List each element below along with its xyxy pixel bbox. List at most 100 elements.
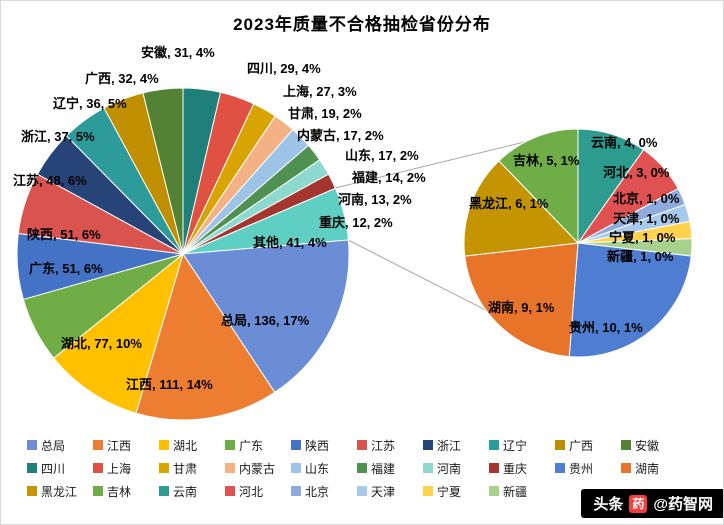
legend-swatch bbox=[423, 463, 433, 473]
legend-item-广西: 广西 bbox=[555, 438, 621, 453]
legend-item-云南: 云南 bbox=[159, 484, 225, 499]
legend-label: 广东 bbox=[239, 438, 264, 453]
pie-slice-黑龙江 bbox=[463, 160, 580, 257]
legend-swatch bbox=[291, 440, 301, 450]
legend-swatch bbox=[93, 440, 103, 450]
legend-swatch bbox=[489, 463, 499, 473]
chart-legend: 总局 江西 湖北 广东 陕西 江苏 浙江 辽宁 广西 安徽四川 上海 甘肃 内蒙古 山东 福建 河南 重庆 贵州 湖… bbox=[27, 438, 687, 499]
legend-item-重庆: 重庆 bbox=[489, 461, 555, 476]
legend-item-江西: 江西 bbox=[93, 438, 159, 453]
watermark-prefix: 头条 bbox=[593, 496, 624, 513]
legend-swatch bbox=[423, 440, 433, 450]
legend-item-江苏: 江苏 bbox=[357, 438, 423, 453]
legend-item-福建: 福建 bbox=[357, 461, 423, 476]
legend-item-上海: 上海 bbox=[93, 461, 159, 476]
legend-swatch bbox=[489, 486, 499, 496]
legend-swatch bbox=[225, 463, 235, 473]
legend-label: 宁夏 bbox=[437, 484, 462, 499]
legend-swatch bbox=[555, 463, 565, 473]
legend-label: 云南 bbox=[173, 484, 198, 499]
legend-item-陕西: 陕西 bbox=[291, 438, 357, 453]
legend-swatch bbox=[621, 463, 631, 473]
legend-swatch bbox=[159, 486, 169, 496]
legend-label: 陕西 bbox=[305, 438, 330, 453]
legend-label: 天津 bbox=[371, 484, 396, 499]
legend-swatch bbox=[225, 486, 235, 496]
yaozhiwang-logo-icon: 药 bbox=[629, 494, 648, 513]
legend-swatch bbox=[357, 463, 367, 473]
legend-label: 山东 bbox=[305, 461, 330, 476]
legend-item-安徽: 安徽 bbox=[621, 438, 687, 453]
legend-label: 北京 bbox=[305, 484, 330, 499]
pie-slice-湖北 bbox=[53, 252, 184, 414]
legend-item-黑龙江: 黑龙江 bbox=[27, 484, 93, 499]
chart-title: 2023年质量不合格抽检省份分布 bbox=[233, 15, 491, 34]
watermark: 头条 药 @药智网 bbox=[581, 489, 723, 518]
legend-label: 上海 bbox=[107, 461, 132, 476]
legend-swatch bbox=[159, 440, 169, 450]
legend-label: 江西 bbox=[107, 438, 132, 453]
legend-item-甘肃: 甘肃 bbox=[159, 461, 225, 476]
legend-label: 内蒙古 bbox=[239, 461, 276, 476]
legend-swatch bbox=[621, 440, 631, 450]
legend-label: 河南 bbox=[437, 461, 462, 476]
legend-label: 河北 bbox=[239, 484, 264, 499]
legend-item-辽宁: 辽宁 bbox=[489, 438, 555, 453]
legend-label: 江苏 bbox=[371, 438, 396, 453]
legend-item-北京: 北京 bbox=[291, 484, 357, 499]
legend-label: 安徽 bbox=[635, 438, 660, 453]
legend-swatch bbox=[27, 463, 37, 473]
legend-item-天津: 天津 bbox=[357, 484, 423, 499]
legend-item-河南: 河南 bbox=[423, 461, 489, 476]
legend-swatch bbox=[93, 486, 103, 496]
legend-item-吉林: 吉林 bbox=[93, 484, 159, 499]
legend-swatch bbox=[555, 440, 565, 450]
legend-label: 新疆 bbox=[503, 484, 528, 499]
legend-swatch bbox=[27, 440, 37, 450]
legend-label: 湖南 bbox=[635, 461, 660, 476]
legend-item-内蒙古: 内蒙古 bbox=[225, 461, 291, 476]
legend-swatch bbox=[93, 463, 103, 473]
legend-item-贵州: 贵州 bbox=[555, 461, 621, 476]
legend-label: 广西 bbox=[569, 438, 594, 453]
pie-slice-总局 bbox=[182, 239, 350, 394]
legend-item-总局: 总局 bbox=[27, 438, 93, 453]
pie-slice-江西 bbox=[135, 252, 276, 421]
legend-swatch bbox=[489, 440, 499, 450]
legend-item-湖北: 湖北 bbox=[159, 438, 225, 453]
legend-item-宁夏: 宁夏 bbox=[423, 484, 489, 499]
legend-item-湖南: 湖南 bbox=[621, 461, 687, 476]
legend-label: 贵州 bbox=[569, 461, 594, 476]
watermark-handle: @药智网 bbox=[653, 496, 713, 513]
legend-swatch bbox=[291, 486, 301, 496]
legend-item-河北: 河北 bbox=[225, 484, 291, 499]
legend-label: 重庆 bbox=[503, 461, 528, 476]
legend-label: 甘肃 bbox=[173, 461, 198, 476]
legend-swatch bbox=[291, 463, 301, 473]
legend-item-广东: 广东 bbox=[225, 438, 291, 453]
legend-swatch bbox=[423, 486, 433, 496]
legend-label: 总局 bbox=[41, 438, 66, 453]
pie-slice-湖南 bbox=[464, 242, 579, 358]
legend-swatch bbox=[27, 486, 37, 496]
pie-slice-吉林 bbox=[498, 128, 579, 245]
legend-label: 吉林 bbox=[107, 484, 132, 499]
legend-label: 黑龙江 bbox=[41, 484, 78, 499]
legend-item-浙江: 浙江 bbox=[423, 438, 489, 453]
pie-slice-贵州 bbox=[568, 242, 692, 358]
legend-swatch bbox=[357, 440, 367, 450]
legend-swatch bbox=[357, 486, 367, 496]
legend-label: 四川 bbox=[41, 461, 66, 476]
legend-label: 湖北 bbox=[173, 438, 198, 453]
pie-slice-安徽 bbox=[142, 87, 184, 255]
legend-swatch bbox=[225, 440, 235, 450]
legend-item-山东: 山东 bbox=[291, 461, 357, 476]
legend-item-新疆: 新疆 bbox=[489, 484, 555, 499]
legend-label: 福建 bbox=[371, 461, 396, 476]
legend-label: 辽宁 bbox=[503, 438, 528, 453]
legend-swatch bbox=[159, 463, 169, 473]
legend-item-四川: 四川 bbox=[27, 461, 93, 476]
legend-label: 浙江 bbox=[437, 438, 462, 453]
